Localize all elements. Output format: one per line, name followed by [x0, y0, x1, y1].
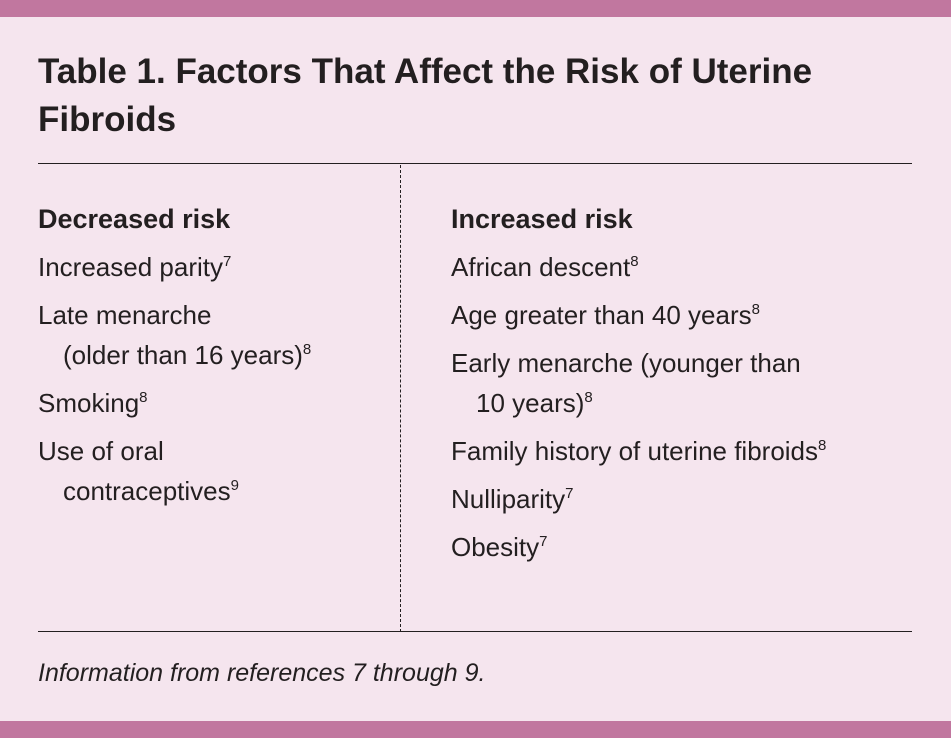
factor-text: Late menarche [38, 300, 212, 330]
factor-line: Increased parity7 [38, 247, 311, 287]
reference: 7 [222, 253, 232, 270]
column: Increased risk African descent8 Age greate… [451, 199, 826, 575]
risk-factor: Late menarche (older than 16 years)8 [38, 295, 311, 375]
factor-line: Nulliparity7 [451, 479, 826, 519]
column-divider [400, 165, 401, 632]
column-heading: Increased risk [451, 204, 633, 234]
factor-line: African descent8 [451, 247, 826, 287]
risk-factor: African descent8 [451, 247, 826, 287]
factor-text: Family history of uterine fibroids [451, 436, 819, 466]
reference: 8 [584, 389, 593, 406]
factor-line: Early menarche (younger than [451, 343, 826, 383]
reference: 8 [630, 253, 639, 270]
factor-text: Early menarche (younger than [451, 348, 801, 378]
bottom-rule [38, 631, 912, 632]
factor-line: 10 years)8 [451, 383, 826, 423]
factor-text: (older than 16 years) [63, 340, 303, 370]
column: Decreased risk Increased parity7 Late mena… [38, 199, 311, 519]
risk-factor: Family history of uterine fibroids8 [451, 431, 826, 471]
factor-line: Late menarche [38, 295, 311, 335]
reference: 8 [139, 389, 148, 406]
factor-line: Use of oral [38, 431, 311, 471]
factor-line: Smoking8 [38, 383, 311, 423]
factor-line: Obesity7 [451, 527, 826, 567]
risk-factor: Early menarche (younger than 10 years)8 [451, 343, 826, 423]
factor-text: Age greater than 40 years [451, 300, 752, 330]
factor-line: (older than 16 years)8 [38, 335, 311, 375]
reference: 8 [818, 437, 827, 454]
bottom-bar [0, 721, 951, 738]
reference: 8 [302, 341, 312, 358]
factor-text: Increased parity [38, 252, 223, 282]
factor-text: Nulliparity [451, 484, 566, 514]
factor-text: 10 years) [476, 388, 585, 418]
reference: 9 [230, 477, 239, 494]
footnote: Information from references 7 through 9. [38, 659, 486, 687]
risk-factor: Use of oral contraceptives9 [38, 431, 311, 511]
factor-text: Obesity [451, 532, 540, 562]
top-rule [38, 163, 912, 164]
top-bar [0, 0, 951, 17]
column-heading: Decreased risk [38, 204, 231, 234]
factor-text: Smoking [38, 388, 140, 418]
risk-factor: Obesity7 [451, 527, 826, 567]
risk-factor: Increased parity7 [38, 247, 311, 287]
risk-factor: Smoking8 [38, 383, 311, 423]
factor-line: contraceptives9 [38, 471, 311, 511]
reference: 7 [539, 533, 548, 550]
factor-line: Family history of uterine fibroids8 [451, 431, 826, 471]
table-title: Table 1. Factors That Affect the Risk of… [38, 52, 813, 139]
reference: 8 [751, 301, 760, 318]
factor-text: contraceptives [63, 476, 231, 506]
reference: 7 [565, 485, 574, 502]
factor-text: African descent [451, 252, 631, 282]
risk-factor: Nulliparity7 [451, 479, 826, 519]
factor-text: Use of oral [38, 436, 164, 466]
factor-line: Age greater than 40 years8 [451, 295, 826, 335]
risk-factor: Age greater than 40 years8 [451, 295, 826, 335]
